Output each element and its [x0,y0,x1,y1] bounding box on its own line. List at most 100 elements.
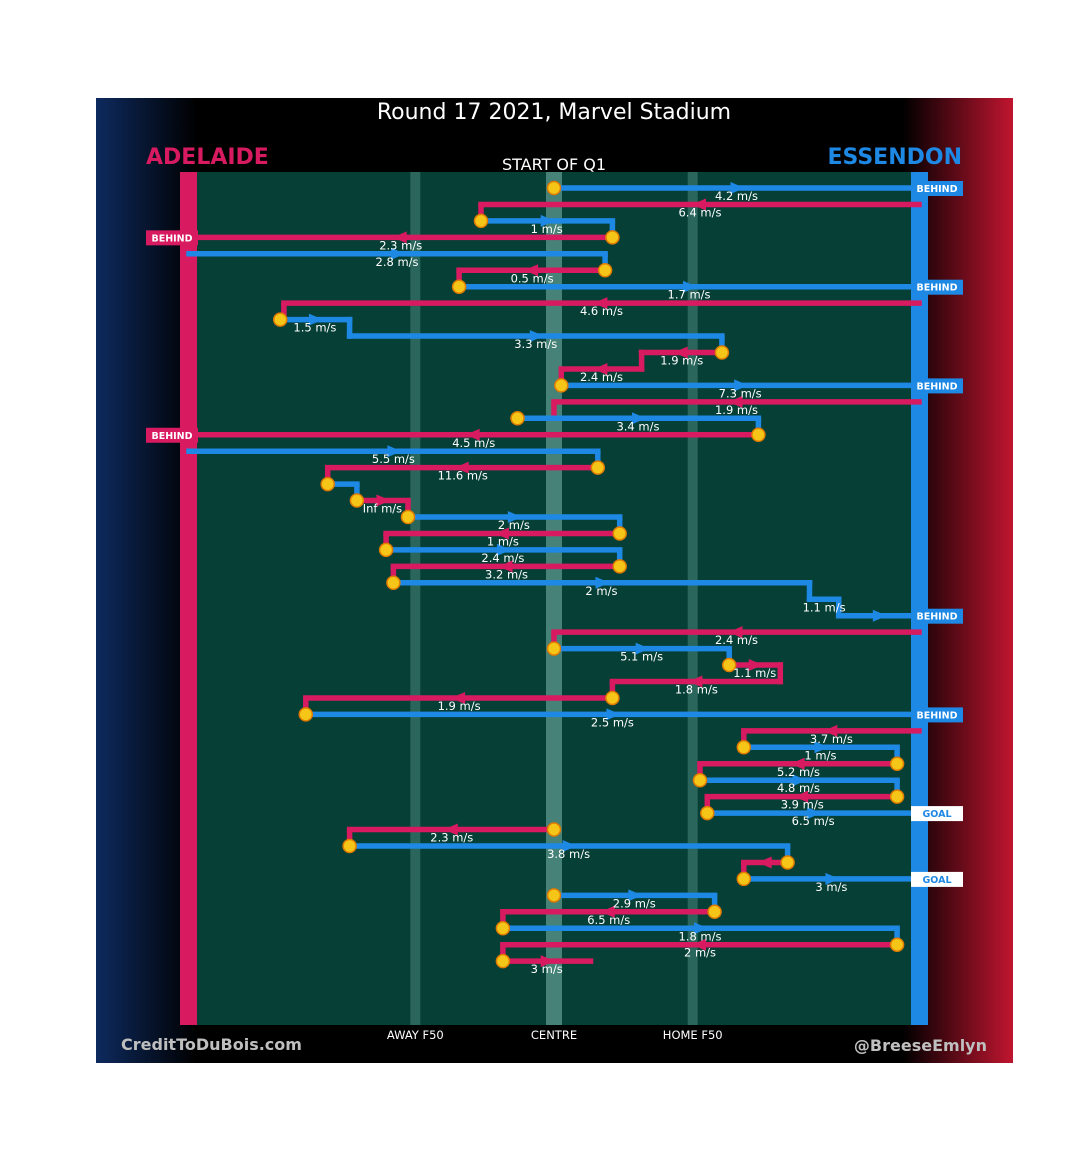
chain-arrow [694,922,708,935]
score-tag [911,707,963,723]
chain-arrow [692,198,706,211]
start-marker [495,953,511,969]
chain-arrow [730,182,745,194]
score-tag-label: BEHIND [916,283,957,294]
chain-arrow [728,395,743,408]
start-marker [700,805,715,821]
chart-title: Round 17 2021, Marvel Stadium [377,100,731,125]
start-marker [612,526,627,541]
credit-left: CreditToDuBois.com [121,1035,302,1054]
chain-arrow [595,576,610,589]
adelaide-goal-line [180,172,197,1025]
score-tag-label: GOAL [922,875,951,886]
chain-arrow [392,231,407,244]
chain-arrow [628,889,643,902]
speed-label: 6.5 m/s [587,913,630,927]
start-marker [605,690,620,706]
speed-label: 1 m/s [804,748,836,762]
start-marker [320,476,335,492]
chain-arrow [496,543,511,556]
start-marker [736,871,752,887]
chain-arrow [688,675,703,688]
start-marker [546,180,562,196]
speed-label: 4.2 m/s [715,189,758,203]
score-tag [911,181,963,196]
chain-arrow [600,905,615,918]
score-tag [911,279,963,295]
speed-label: 1.7 m/s [668,288,711,302]
start-marker [349,493,365,508]
score-tag-label: BEHIND [151,431,192,442]
start-marker [751,427,766,442]
chain-arrow [683,280,698,293]
speed-label: 2.4 m/s [481,551,524,565]
start-marker [386,575,401,591]
score-tag [911,871,963,887]
chain-arrow [308,313,323,326]
start-marker [692,772,708,788]
speed-label: 4.8 m/s [777,781,820,795]
start-marker [612,559,627,574]
chart-frame: AWAY F50 CENTRE HOME F50 4.2 m/s BEHIND 6.4 m… [96,98,1013,1063]
speed-label: 1.8 m/s [675,683,718,697]
chain-arrow [807,807,822,820]
start-marker [546,822,562,837]
speed-label: 3 m/s [815,880,847,894]
start-marker [546,888,562,903]
start-marker [721,657,737,673]
chain-arrow [540,214,555,227]
speed-label: 2 m/s [498,518,530,532]
start-marker [546,641,562,656]
speed-label: 0.5 m/s [511,271,554,285]
chain-arrow [540,955,555,968]
speed-label: 1.9 m/s [438,699,481,713]
start-marker [605,230,620,245]
team-right-label: ESSENDON [827,145,962,170]
start-marker [780,855,795,870]
chain-arrow [451,691,466,704]
chain-arrow [454,461,469,474]
chain-arrow [734,379,749,392]
speed-label: 2 m/s [684,946,716,960]
chain-arrow [757,856,772,869]
speed-label: 11.6 m/s [438,469,488,483]
speed-label: 2.3 m/s [430,831,473,845]
speed-label: 1.1 m/s [733,666,776,680]
start-marker [378,542,394,558]
speed-label: 2.4 m/s [580,370,623,384]
speed-label: 2.4 m/s [715,633,758,647]
chain-arrow [872,609,887,622]
score-tag [911,378,963,394]
chain-arrow [494,527,509,540]
chain-arrow [593,297,608,310]
speed-label: 2.8 m/s [376,255,419,269]
quarter-label: START OF Q1 [502,155,606,174]
start-marker [400,509,416,525]
chain-arrow [465,428,480,441]
chain-arrow [529,330,544,343]
start-marker [597,263,613,278]
score-tag-label: BEHIND [916,381,957,392]
speed-label: 1.9 m/s [715,403,758,417]
speed-label: 1 m/s [487,534,519,548]
score-tag-label: BEHIND [916,710,957,721]
start-marker [714,345,730,360]
chain-arrow [631,412,646,425]
score-tag [146,230,198,246]
chain-arrow [794,790,809,803]
speed-label: 2.9 m/s [613,896,656,910]
essendon-goal-line [911,172,928,1025]
chain-arrow [748,659,763,672]
score-tag [146,427,198,443]
chain-arrow [443,823,458,836]
chain-arrow [825,872,840,885]
speed-label: 2.5 m/s [591,715,634,729]
start-marker [473,213,489,229]
chain-arrow [524,264,539,277]
speed-label: 3.9 m/s [781,798,824,812]
start-marker [451,279,467,294]
start-marker [736,740,752,755]
chain-arrow [823,724,838,737]
speed-label: 5.5 m/s [372,452,415,466]
credit-right: @BreeseEmlyn [854,1036,987,1055]
